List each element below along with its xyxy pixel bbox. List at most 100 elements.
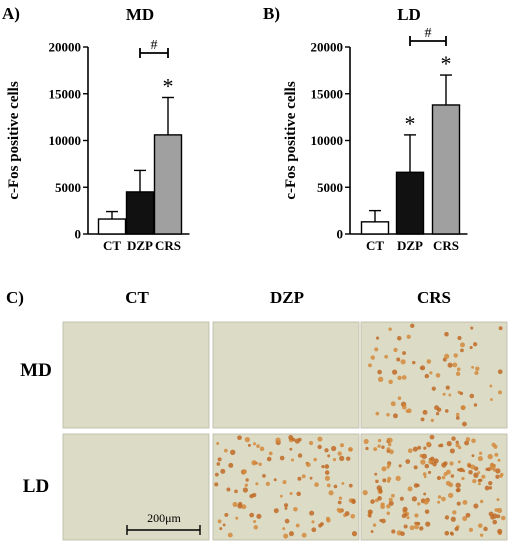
- nucleus: [235, 516, 239, 520]
- nucleus: [462, 421, 467, 427]
- nucleus: [437, 495, 442, 499]
- nucleus: [426, 359, 432, 364]
- nucleus: [252, 442, 257, 446]
- chart-title: LD: [397, 5, 421, 24]
- nucleus: [497, 369, 503, 375]
- nucleus: [295, 523, 300, 528]
- nucleus: [377, 438, 382, 443]
- nucleus: [242, 487, 248, 493]
- nucleus: [491, 442, 496, 447]
- nucleus: [392, 413, 398, 419]
- nucleus: [445, 409, 449, 413]
- nucleus: [455, 412, 460, 417]
- nucleus: [367, 509, 373, 515]
- nucleus: [472, 478, 477, 484]
- nucleus: [268, 451, 273, 456]
- nucleus: [431, 386, 436, 391]
- nucleus: [449, 448, 455, 454]
- nucleus: [424, 373, 430, 379]
- bar-crs: [153, 134, 183, 235]
- nucleus: [473, 503, 479, 509]
- micrograph-md-ct: [62, 321, 210, 429]
- nucleus: [365, 446, 369, 451]
- nucleus: [449, 531, 454, 535]
- nucleus: [318, 523, 323, 528]
- nucleus: [496, 514, 501, 519]
- micrograph-background: [62, 321, 210, 429]
- nucleus: [437, 500, 441, 504]
- nucleus: [477, 478, 482, 483]
- nucleus: [341, 481, 345, 485]
- nucleus: [477, 456, 483, 462]
- nucleus: [216, 442, 220, 446]
- nucleus: [387, 442, 392, 447]
- nucleus: [429, 434, 435, 440]
- nucleus: [428, 460, 432, 464]
- nucleus: [459, 342, 465, 348]
- nucleus: [368, 514, 372, 518]
- nucleus: [497, 458, 501, 462]
- nucleus: [450, 474, 455, 478]
- y-tick-label: 5000: [55, 180, 81, 195]
- nucleus: [446, 441, 452, 447]
- nucleus: [362, 490, 368, 496]
- nucleus: [275, 437, 281, 443]
- nucleus: [435, 373, 441, 378]
- nucleus: [494, 508, 499, 512]
- nucleus: [433, 458, 439, 464]
- nucleus: [411, 496, 417, 502]
- nucleus: [293, 506, 298, 512]
- nucleus: [297, 476, 302, 481]
- nucleus: [459, 391, 464, 396]
- nucleus: [462, 499, 468, 505]
- nucleus: [488, 486, 493, 490]
- nucleus: [214, 482, 219, 487]
- nucleus: [449, 461, 454, 466]
- nucleus: [444, 353, 450, 359]
- nucleus: [485, 467, 489, 471]
- nucleus: [381, 518, 386, 524]
- nucleus: [387, 476, 392, 481]
- nucleus: [289, 491, 293, 496]
- nucleus: [402, 506, 408, 512]
- y-tick-label: 15000: [49, 86, 82, 101]
- nucleus: [228, 462, 234, 468]
- nucleus: [444, 530, 450, 536]
- nucleus: [389, 449, 394, 455]
- x-tick-label: DZP: [397, 238, 423, 253]
- nucleus: [337, 451, 342, 456]
- micrograph-md-crs: [360, 321, 508, 429]
- nucleus: [220, 468, 226, 474]
- nucleus: [273, 508, 279, 514]
- nucleus: [374, 347, 379, 352]
- nucleus: [308, 440, 314, 446]
- nucleus: [423, 499, 429, 505]
- nucleus: [457, 460, 461, 464]
- nucleus: [309, 510, 315, 516]
- nucleus: [455, 482, 461, 488]
- nucleus: [413, 465, 418, 470]
- nucleus: [339, 455, 345, 462]
- nucleus: [258, 462, 262, 467]
- x-tick-label: CT: [103, 238, 121, 253]
- nucleus: [454, 526, 459, 532]
- nucleus: [473, 403, 478, 407]
- nucleus: [375, 479, 379, 484]
- nucleus: [247, 443, 251, 447]
- nucleus: [498, 326, 503, 331]
- nucleus: [297, 437, 302, 442]
- nucleus: [457, 335, 462, 341]
- significance-hash: #: [425, 26, 432, 41]
- nucleus: [377, 496, 382, 501]
- nucleus: [245, 478, 249, 482]
- nucleus: [386, 449, 390, 453]
- nucleus: [242, 469, 247, 474]
- nucleus: [479, 499, 484, 504]
- nucleus: [497, 528, 503, 534]
- nucleus: [387, 463, 391, 468]
- significance-star-crs: *: [441, 51, 452, 76]
- nucleus: [386, 511, 391, 516]
- y-tick-label: 10000: [311, 133, 344, 148]
- nucleus: [445, 469, 451, 475]
